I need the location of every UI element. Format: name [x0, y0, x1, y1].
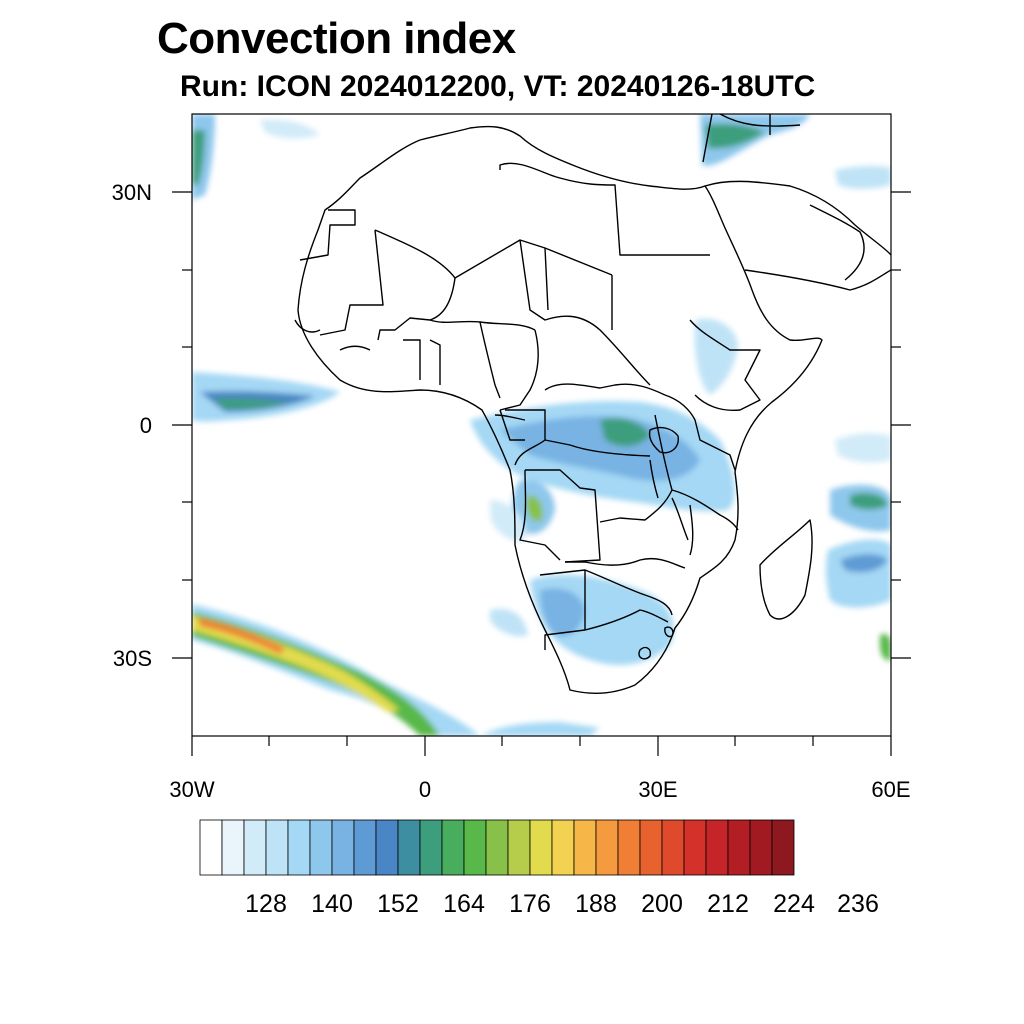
colorbar-swatch — [661, 819, 685, 876]
colorbar-swatch — [221, 819, 245, 876]
colorbar-label: 188 — [575, 890, 617, 918]
colorbar-swatch — [287, 819, 311, 876]
colorbar-swatch — [419, 819, 443, 876]
colorbar-swatch — [573, 819, 597, 876]
axis-ticks — [172, 191, 911, 756]
colorbar-label: 212 — [707, 890, 749, 918]
colorbar-label: 128 — [245, 890, 287, 918]
colorbar-swatch — [375, 819, 399, 876]
x-tick-label: 30W — [169, 777, 214, 802]
colorbar-swatch — [331, 819, 355, 876]
colorbar — [199, 819, 795, 876]
map-subtitle: Run: ICON 2024012200, VT: 20240126-18UTC — [180, 70, 816, 103]
colorbar-swatch — [529, 819, 553, 876]
colorbar-swatch — [485, 819, 509, 876]
colorbar-label: 200 — [641, 890, 683, 918]
colorbar-label: 140 — [311, 890, 353, 918]
colorbar-swatch — [463, 819, 487, 876]
colorbar-label: 152 — [377, 890, 419, 918]
colorbar-swatch — [353, 819, 377, 876]
colorbar-swatch — [551, 819, 575, 876]
colorbar-swatch — [441, 819, 465, 876]
colorbar-label: 236 — [837, 890, 879, 918]
colorbar-swatch — [397, 819, 421, 876]
convection-field — [192, 114, 891, 736]
colorbar-swatch — [265, 819, 289, 876]
x-tick-label: 0 — [419, 777, 431, 802]
colorbar-swatch — [243, 819, 267, 876]
y-tick-label: 30S — [113, 646, 152, 671]
colorbar-swatch — [749, 819, 773, 876]
colorbar-label: 224 — [773, 890, 815, 918]
colorbar-swatch — [771, 819, 795, 876]
colorbar-swatch — [639, 819, 663, 876]
colorbar-swatch — [705, 819, 729, 876]
colorbar-swatch — [683, 819, 707, 876]
y-tick-label: 30N — [112, 180, 152, 205]
x-tick-label: 30E — [638, 777, 677, 802]
x-tick-label: 60E — [871, 777, 910, 802]
colorbar-swatch — [309, 819, 333, 876]
colorbar-swatch — [507, 819, 531, 876]
country-borders — [294, 114, 891, 694]
colorbar-swatch — [617, 819, 641, 876]
colorbar-swatch — [199, 819, 223, 876]
colorbar-label: 176 — [509, 890, 551, 918]
colorbar-swatch — [727, 819, 751, 876]
colorbar-label: 164 — [443, 890, 485, 918]
colorbar-swatch — [595, 819, 619, 876]
map-title: Convection index — [157, 14, 516, 63]
y-tick-label: 0 — [140, 413, 152, 438]
